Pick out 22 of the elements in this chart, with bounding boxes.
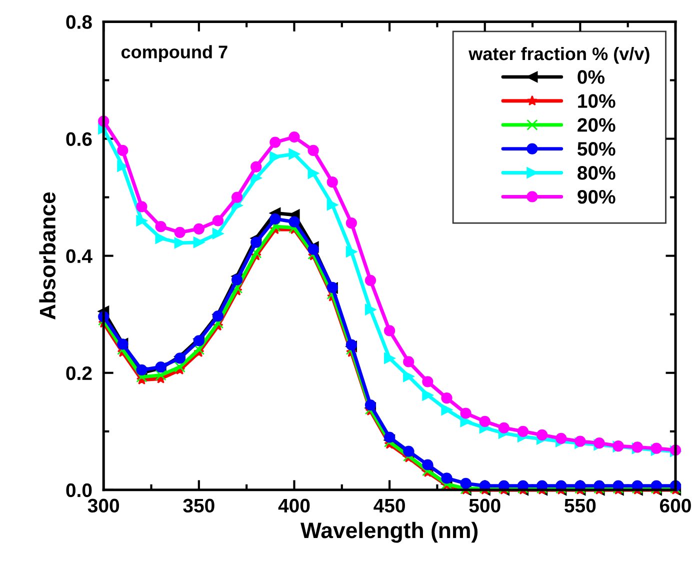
legend-label: 0%: [578, 70, 605, 84]
legend-label: 90%: [578, 190, 616, 204]
annotation: compound 7: [121, 45, 228, 62]
x-tick-label: 600: [660, 498, 691, 513]
y-tick-label: 0.4: [66, 249, 92, 264]
legend-label: 10%: [578, 94, 616, 108]
legend-label: 50%: [578, 142, 616, 156]
x-tick-label: 400: [278, 498, 310, 513]
x-axis-title: Wavelength (nm): [300, 522, 478, 543]
y-tick-label: 0.0: [66, 483, 92, 498]
y-tick-label: 0.2: [66, 366, 92, 380]
x-tick-label: 550: [564, 498, 596, 513]
legend-label: 20%: [578, 118, 616, 132]
legend-label: 80%: [578, 166, 616, 180]
x-tick-label: 450: [374, 498, 405, 513]
x-tick-label: 300: [88, 498, 120, 513]
y-tick-label: 0.6: [66, 132, 92, 146]
legend-title: water fraction % (v/v): [468, 46, 650, 64]
y-tick-label: 0.8: [66, 15, 92, 29]
x-tick-label: 350: [183, 498, 214, 513]
x-tick-label: 500: [469, 498, 500, 513]
y-axis-title: Absorbance: [39, 192, 56, 320]
